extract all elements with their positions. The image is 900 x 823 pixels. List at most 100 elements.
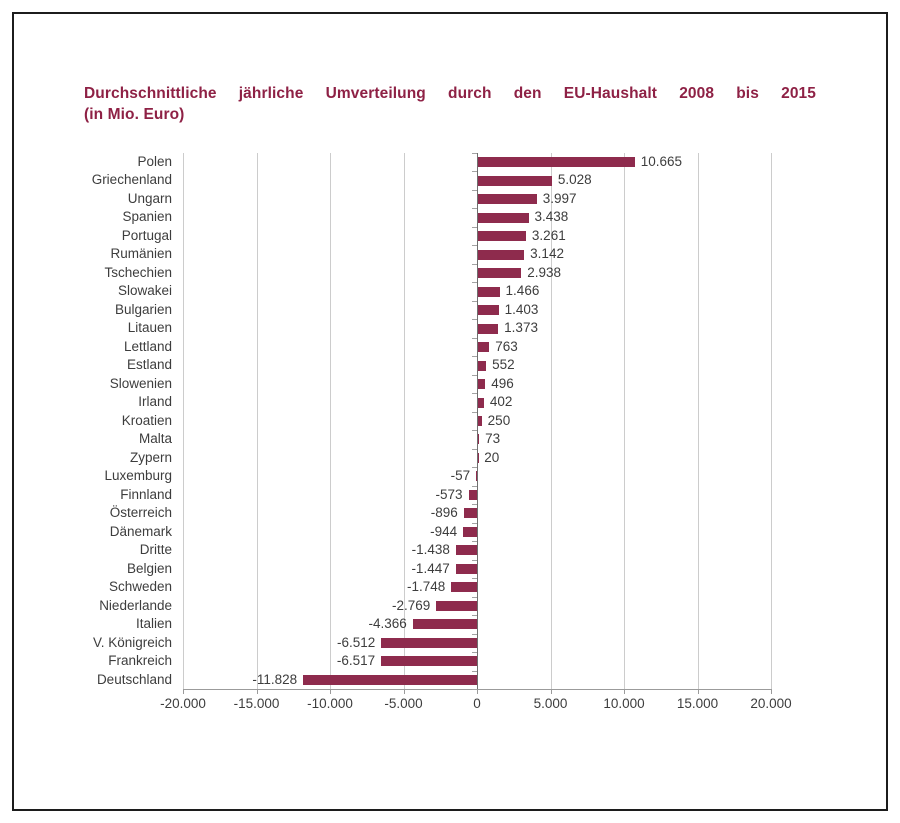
category-axis-tick [472, 633, 477, 635]
category-axis-tick [472, 448, 477, 450]
category-label: Griechenland [91, 172, 172, 188]
bar [412, 619, 477, 630]
category-label: Polen [137, 154, 172, 169]
category-axis-tick [472, 319, 477, 321]
category-label: Dritte [139, 542, 172, 558]
value-label: -2.769 [392, 597, 431, 613]
value-label: 1.373 [504, 320, 538, 336]
category-axis-tick [472, 467, 477, 469]
value-label: 3.261 [531, 227, 566, 243]
gridline [183, 153, 184, 689]
x-axis-tick [771, 689, 772, 694]
x-axis-tick-label: -20.000 [160, 696, 206, 711]
category-label: Lettland [123, 338, 172, 354]
bar [478, 268, 522, 279]
bar [478, 286, 500, 297]
category-axis-tick [472, 559, 477, 561]
bar [476, 471, 477, 482]
bar [478, 194, 537, 205]
value-label: 250 [487, 412, 511, 428]
gridline [771, 153, 772, 689]
category-label: Kroatien [121, 412, 172, 428]
value-label: -11.828 [252, 671, 298, 687]
value-label: 10.665 [640, 154, 683, 169]
value-label: -573 [435, 486, 463, 502]
category-axis-tick [472, 393, 477, 395]
value-label: -1.447 [411, 560, 450, 576]
category-axis-tick [472, 263, 477, 265]
chart-title-line-2: (in Mio. Euro) [84, 106, 185, 123]
category-label: Rumänien [110, 246, 172, 262]
gridline [403, 153, 405, 689]
value-label: 3.438 [534, 209, 569, 225]
value-label: -1.438 [411, 542, 450, 558]
value-label: 3.142 [530, 246, 564, 262]
category-axis-tick [472, 522, 477, 524]
x-axis-tick-label: 5.000 [533, 696, 568, 711]
x-axis-tick [624, 689, 625, 694]
bar [478, 305, 499, 316]
category-label: Italien [135, 616, 172, 632]
bar [436, 600, 477, 611]
category-axis-tick [472, 615, 477, 617]
x-axis-line [183, 689, 771, 690]
value-label: -1.748 [407, 579, 446, 595]
value-label: -6.517 [336, 653, 376, 669]
category-axis-tick [472, 578, 477, 580]
bar [463, 526, 477, 537]
gridline [624, 153, 625, 689]
category-label: Schweden [108, 579, 172, 595]
value-label: 1.466 [505, 283, 540, 299]
bar [478, 416, 482, 426]
bar [478, 360, 487, 371]
category-label: Spanien [122, 209, 172, 225]
category-label: Portugal [121, 227, 172, 243]
value-label: 1.403 [504, 301, 539, 317]
category-label: Finnland [120, 486, 172, 502]
bar [478, 212, 529, 223]
value-label: 2.938 [527, 264, 561, 280]
category-axis-tick [472, 504, 477, 506]
bar [478, 323, 499, 334]
bar [478, 175, 552, 186]
bar [455, 545, 477, 556]
gridline [330, 153, 331, 689]
x-axis-tick [183, 689, 184, 694]
category-axis-tick [472, 245, 477, 247]
category-axis-tick [472, 171, 477, 173]
category-axis-tick [472, 153, 477, 154]
x-axis-tick [330, 689, 331, 694]
category-label: Frankreich [108, 653, 172, 669]
category-label: Österreich [109, 505, 172, 521]
value-label: -6.512 [336, 634, 376, 650]
x-axis-tick [550, 689, 552, 694]
bar [478, 397, 484, 408]
value-label: 552 [492, 357, 515, 373]
category-label: Irland [138, 394, 172, 410]
gridline [550, 153, 552, 689]
bar [451, 582, 477, 593]
category-label: Belgien [126, 560, 172, 576]
category-axis-tick [472, 337, 477, 339]
bar [478, 379, 486, 390]
x-axis-tick-label: -5.000 [384, 696, 423, 711]
bar [455, 563, 477, 574]
category-label: Niederlande [99, 597, 172, 613]
bar [303, 674, 477, 685]
value-label: 73 [485, 431, 501, 447]
bar [463, 508, 477, 519]
value-label: 402 [489, 394, 513, 410]
value-label: 5.028 [557, 172, 592, 188]
bar [478, 157, 635, 168]
gridline [256, 153, 258, 689]
category-label: V. Königreich [92, 634, 172, 650]
value-label: -4.366 [368, 616, 407, 632]
category-label: Litauen [127, 320, 172, 336]
category-label: Slowenien [109, 375, 172, 391]
x-axis-tick-label: -15.000 [233, 696, 280, 711]
gridline [697, 153, 699, 689]
value-label: 20 [484, 449, 500, 465]
value-label: 496 [491, 375, 514, 391]
